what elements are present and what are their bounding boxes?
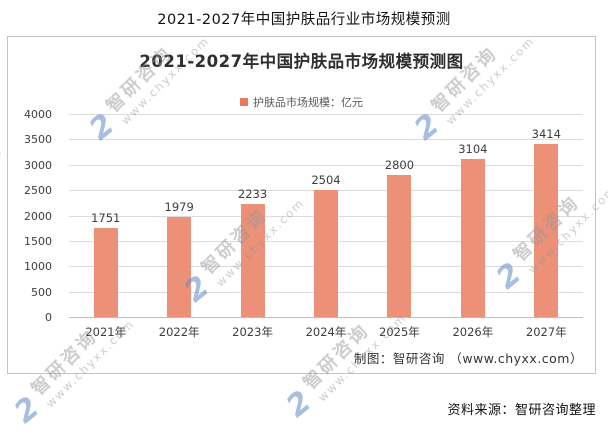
- gridline: [69, 139, 583, 141]
- bar-value-label: 2233: [237, 186, 268, 201]
- y-axis-tick: 4000: [24, 108, 52, 121]
- x-axis-label: 2026年: [452, 325, 494, 339]
- gridline: [69, 114, 583, 115]
- page-title: 2021-2027年中国护肤品行业市场规模预测: [157, 12, 451, 28]
- x-axis-label: 2022年: [158, 325, 200, 339]
- y-axis-tick: 0: [45, 311, 52, 324]
- x-axis-label: 2021年: [85, 325, 127, 339]
- chart-credit: 制图：智研咨询 （www.chyxx.com）: [353, 351, 583, 366]
- gridline: [69, 164, 583, 166]
- plot-area: 1751 2021年 1979 2022年 2233 2023年 2504 2024年 2800…: [69, 114, 583, 339]
- bar-value-label: 3414: [531, 126, 561, 141]
- watermark-url-text: www.chyxx.com: [0, 143, 6, 238]
- y-axis-tick: 3500: [24, 133, 52, 147]
- bar-2021年: [93, 228, 118, 317]
- y-axis-tick: 500: [31, 285, 52, 299]
- bar-value-label: 3104: [458, 142, 488, 157]
- legend-swatch-icon: [240, 98, 248, 106]
- bar-value-label: 2800: [384, 157, 415, 172]
- chart-legend: 护肤品市场规模：亿元: [8, 94, 595, 110]
- zhiyan-logo-icon: 2: [7, 390, 47, 431]
- bar-2025年: [387, 174, 412, 317]
- x-axis-label: 2024年: [305, 325, 347, 339]
- y-axis: 0 500 1000 1500 2000 2500 3000 3500 4000: [8, 108, 60, 324]
- y-axis-tick: 2500: [24, 184, 52, 198]
- y-axis-tick: 1000: [24, 260, 52, 274]
- chart-frame: 2021-2027年中国护肤品市场规模预测图 护肤品市场规模：亿元 0 500 10…: [7, 36, 596, 374]
- bar-2026年: [460, 159, 485, 317]
- x-axis-label: 2025年: [379, 325, 420, 339]
- bar-2022年: [167, 216, 192, 317]
- gridline: [69, 317, 583, 318]
- bar-2024年: [314, 189, 338, 317]
- y-axis-tick: 3000: [24, 158, 52, 172]
- x-axis-label: 2027年: [525, 325, 567, 339]
- y-axis-tick: 2000: [24, 209, 52, 223]
- zhiyan-logo-icon: 2: [279, 384, 319, 425]
- bar-value-label: 2504: [311, 172, 341, 187]
- legend-label: 护肤品市场规模：亿元: [253, 96, 363, 109]
- source-note: 资料来源：智研咨询整理: [447, 403, 596, 418]
- bar-value-label: 1751: [91, 211, 121, 226]
- bar-2027年: [534, 143, 559, 317]
- bar-2023年: [240, 203, 265, 317]
- x-axis-label: 2023年: [232, 325, 273, 339]
- chart-title: 2021-2027年中国护肤品市场规模预测图: [139, 52, 464, 71]
- bar-value-label: 1979: [164, 199, 194, 214]
- y-axis-tick: 1500: [24, 234, 52, 248]
